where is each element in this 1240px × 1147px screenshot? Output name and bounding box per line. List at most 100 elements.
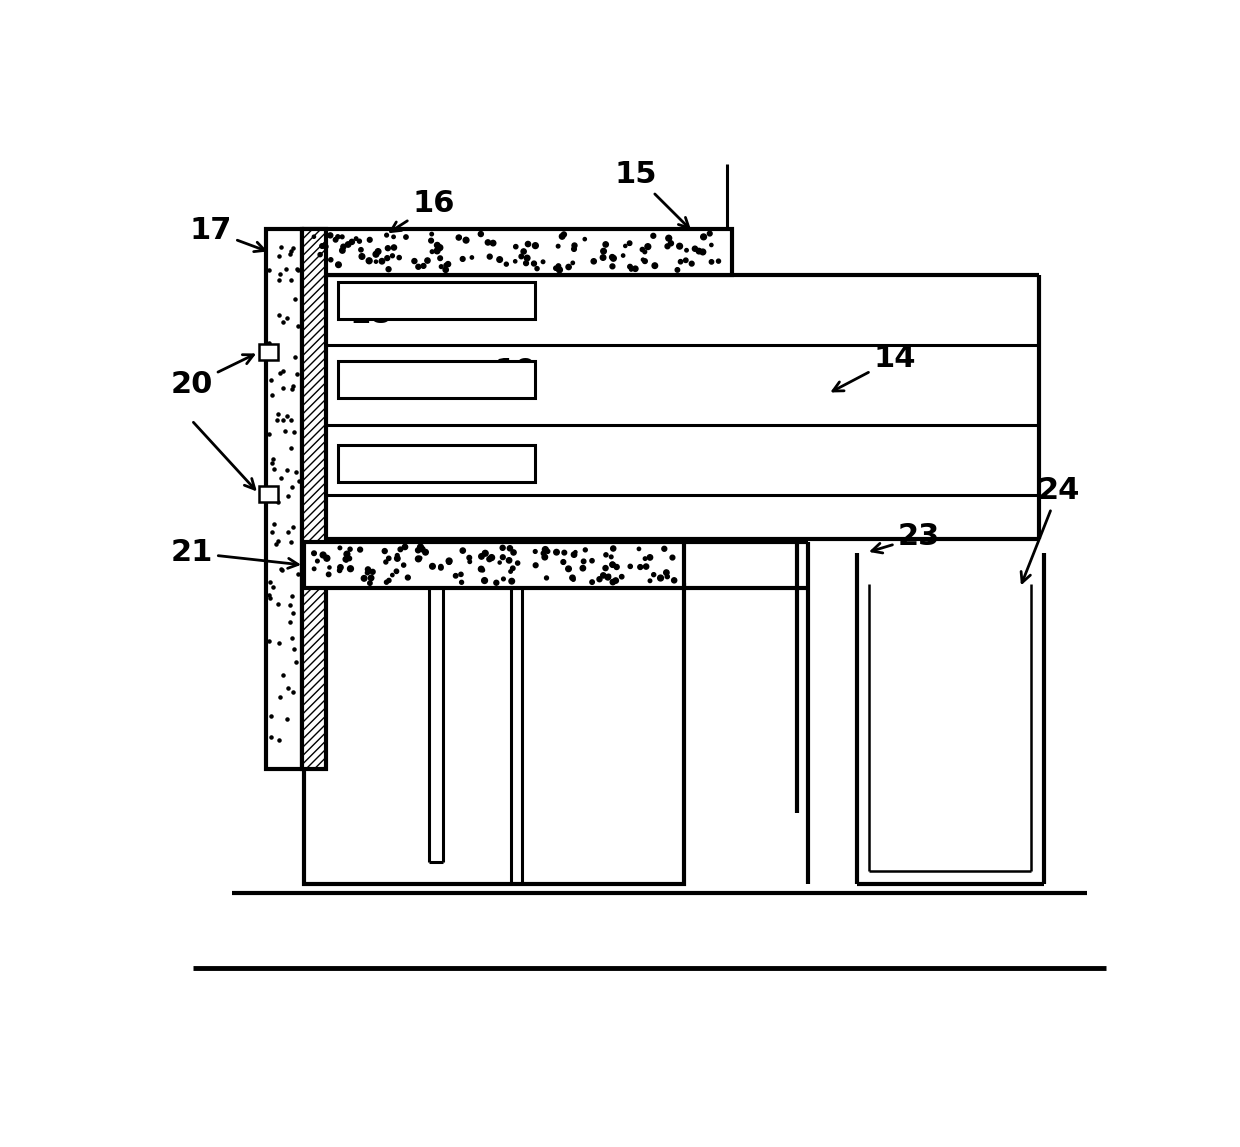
Point [598,568,618,586]
Point [415,543,435,561]
Point [432,559,451,577]
Point [262,385,281,404]
Point [620,257,640,275]
Point [558,560,578,578]
Point [331,559,351,577]
Point [657,568,677,586]
Point [676,251,696,270]
Point [263,450,283,468]
Point [564,546,584,564]
Point [645,257,665,275]
Point [502,572,522,591]
Point [486,574,506,592]
Point [270,469,290,487]
Point [361,569,381,587]
Point [644,565,663,584]
Bar [303,228,326,770]
Point [594,242,614,260]
Point [603,555,622,574]
Point [471,560,491,578]
Point [269,731,289,749]
Point [414,257,434,275]
Point [702,236,722,255]
Point [439,552,459,570]
Point [422,232,441,250]
Point [379,549,399,568]
Point [377,249,397,267]
Point [264,515,284,533]
Text: 17: 17 [190,216,265,251]
Point [410,549,430,568]
Point [281,380,301,398]
Point [582,552,601,570]
Point [280,245,300,264]
Point [490,553,510,571]
Point [554,225,574,243]
Point [547,543,567,561]
Point [533,544,553,562]
Point [283,603,303,622]
Point [340,549,360,568]
Text: 23: 23 [872,522,940,553]
Point [506,237,526,256]
Bar [337,361,534,398]
Point [693,228,713,247]
Point [366,245,386,264]
Point [374,541,394,560]
Point [526,236,546,255]
Point [601,548,621,567]
Point [463,248,482,266]
Point [366,252,386,271]
Bar [304,585,683,884]
Point [352,248,372,266]
Point [527,259,547,278]
Point [439,553,459,571]
Point [396,538,415,556]
Point [496,255,516,273]
Point [279,486,299,505]
Point [453,250,472,268]
Point [635,252,655,271]
Point [285,348,305,366]
Bar [259,485,278,501]
Point [378,260,398,279]
Point [596,546,616,564]
Point [387,562,407,580]
Point [285,290,305,309]
Point [480,248,500,266]
Point [268,405,288,423]
Point [584,252,604,271]
Point [332,241,352,259]
Point [689,242,709,260]
Point [606,571,626,590]
Point [268,493,288,512]
Point [268,411,288,429]
Point [604,249,624,267]
Point [387,546,407,564]
Point [603,572,622,591]
Point [394,556,414,575]
Point [657,237,677,256]
Point [351,241,371,259]
Point [534,548,554,567]
Point [517,249,537,267]
Point [283,629,303,647]
Point [632,241,652,259]
Point [606,557,626,576]
Point [280,533,300,552]
Point [272,560,291,578]
Point [281,411,301,429]
Point [548,257,568,275]
Point [516,253,536,272]
Point [549,260,569,279]
Point [288,365,308,383]
Point [575,540,595,559]
Point [644,227,663,245]
Point [314,546,334,564]
Point [640,571,660,590]
Point [484,234,503,252]
Point [270,364,290,382]
Point [382,565,402,584]
Point [281,439,301,458]
Point [620,234,640,252]
